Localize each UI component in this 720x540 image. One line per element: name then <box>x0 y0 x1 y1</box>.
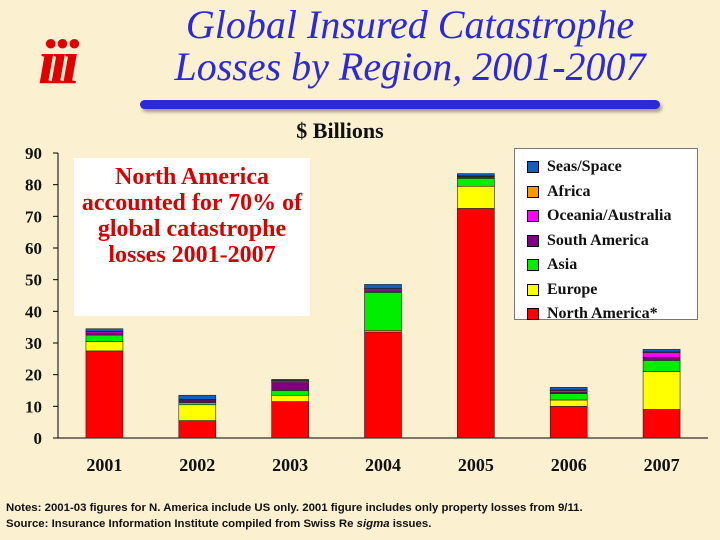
legend-label: Europe <box>547 280 598 298</box>
y-tick-label: 80 <box>25 176 42 195</box>
bar-segment-north-america-2007 <box>642 409 681 439</box>
title-line-2: Losses by Region, 2001-2007 <box>174 44 646 89</box>
bar-segment-north-america-2003 <box>271 401 309 439</box>
stacked-bar-chart: 0 10 20 30 40 50 60 70 80 90 2001 2002 2003 2004 2005 2… <box>25 144 708 475</box>
legend-item: Africa <box>527 180 697 205</box>
callout-box: North America accounted for 70% of globa… <box>74 158 310 316</box>
y-tick-label: 90 <box>25 144 42 163</box>
bar-segment-seas-space-2001 <box>85 328 124 332</box>
legend-item: Oceania/Australia <box>527 204 697 229</box>
bar-segment-seas-space-2002 <box>178 394 217 400</box>
bar-segment-north-america-2004 <box>364 331 402 439</box>
bar-segment-south-america-2007 <box>642 356 681 361</box>
notes-line-2: Source: Insurance Information Institute … <box>6 516 718 532</box>
legend-swatch <box>527 210 539 223</box>
iii-logo: iii <box>38 26 79 97</box>
legend-item: Europe <box>527 278 697 303</box>
y-tick-label: 30 <box>25 334 42 353</box>
bar-segment-seas-space-2007 <box>642 349 681 353</box>
bar-segment-asia-2002 <box>178 402 217 406</box>
bar-segment-europe-2002 <box>178 404 217 421</box>
title-underline <box>140 100 660 109</box>
bar-segment-south-america-2003 <box>271 382 309 391</box>
bar-segment-seas-space-2006 <box>549 387 588 391</box>
notes-line-1: Notes: 2001-03 figures for N. America in… <box>6 502 583 514</box>
callout-text: North America accounted for 70% of globa… <box>81 164 303 268</box>
legend-label: Asia <box>547 256 578 274</box>
legend-label: Oceania/Australia <box>547 207 672 225</box>
legend-item: South America <box>527 229 697 254</box>
bar-segment-asia-2003 <box>271 390 309 396</box>
bar-segment-oceania-australia-2007 <box>642 352 681 358</box>
bar-segment-asia-2007 <box>642 360 681 372</box>
bar-segment-europe-2003 <box>271 394 309 402</box>
x-tick-label: 2001 <box>86 455 122 475</box>
source-prefix: Source: Insurance Information Institute … <box>6 518 357 530</box>
legend-swatch <box>527 283 539 296</box>
bar-segment-asia-2006 <box>549 393 588 401</box>
title-line-1: Global Insured Catastrophe <box>185 2 635 47</box>
y-tick-label: 40 <box>25 302 42 321</box>
legend-swatch <box>527 185 539 198</box>
legend-swatch <box>527 308 539 321</box>
source-italic: sigma <box>356 518 390 530</box>
bar-segment-asia-2005 <box>457 178 495 187</box>
y-tick-label: 20 <box>25 366 42 385</box>
y-tick-label: 70 <box>25 207 42 226</box>
page-title: Global Insured Catastrophe Losses by Reg… <box>120 4 700 88</box>
legend-label: Seas/Space <box>547 158 622 176</box>
y-tick-label: 0 <box>34 429 43 448</box>
bar-segment-north-america-2006 <box>549 406 588 439</box>
x-tick-label: 2007 <box>644 455 680 475</box>
footnotes: Notes: 2001-03 figures for N. America in… <box>6 500 718 532</box>
legend-item: Seas/Space <box>527 155 697 180</box>
chart-subtitle: $ Billions <box>296 118 384 143</box>
x-tick-label: 2006 <box>551 455 587 475</box>
legend-label: South America <box>547 231 649 249</box>
legend-swatch <box>527 259 539 272</box>
bar-segment-asia-2004 <box>364 292 402 331</box>
x-tick-label: 2002 <box>179 455 215 475</box>
y-tick-label: 60 <box>25 239 42 258</box>
bar-segment-seas-space-2004 <box>364 284 402 289</box>
legend-label: Africa <box>547 182 591 200</box>
bar-segment-seas-space-2003 <box>271 379 309 381</box>
y-tick-label: 10 <box>25 397 42 416</box>
bar-segment-asia-2001 <box>85 334 124 342</box>
legend-swatch <box>527 234 539 247</box>
bar-segment-north-america-2001 <box>85 350 124 439</box>
x-tick-label: 2003 <box>272 455 308 475</box>
bar-segment-europe-2007 <box>642 371 681 410</box>
legend-item: North America* <box>527 302 697 327</box>
bar-segment-europe-2005 <box>457 185 495 209</box>
bar-segment-seas-space-2005 <box>457 173 495 177</box>
bar-segment-europe-2001 <box>85 341 124 352</box>
source-suffix: issues. <box>389 518 432 530</box>
y-tick-label: 50 <box>25 271 42 290</box>
bar-segment-north-america-2002 <box>178 420 217 439</box>
x-tick-label: 2004 <box>365 455 401 475</box>
x-tick-label: 2005 <box>458 455 494 475</box>
chart-legend: Seas/Space Africa Oceania/Australia South A… <box>514 148 698 322</box>
bar-segment-europe-2006 <box>549 399 588 407</box>
legend-swatch <box>527 161 539 174</box>
legend-item: Asia <box>527 253 697 278</box>
bar-segment-north-america-2005 <box>457 208 495 439</box>
legend-label: North America* <box>547 305 658 323</box>
